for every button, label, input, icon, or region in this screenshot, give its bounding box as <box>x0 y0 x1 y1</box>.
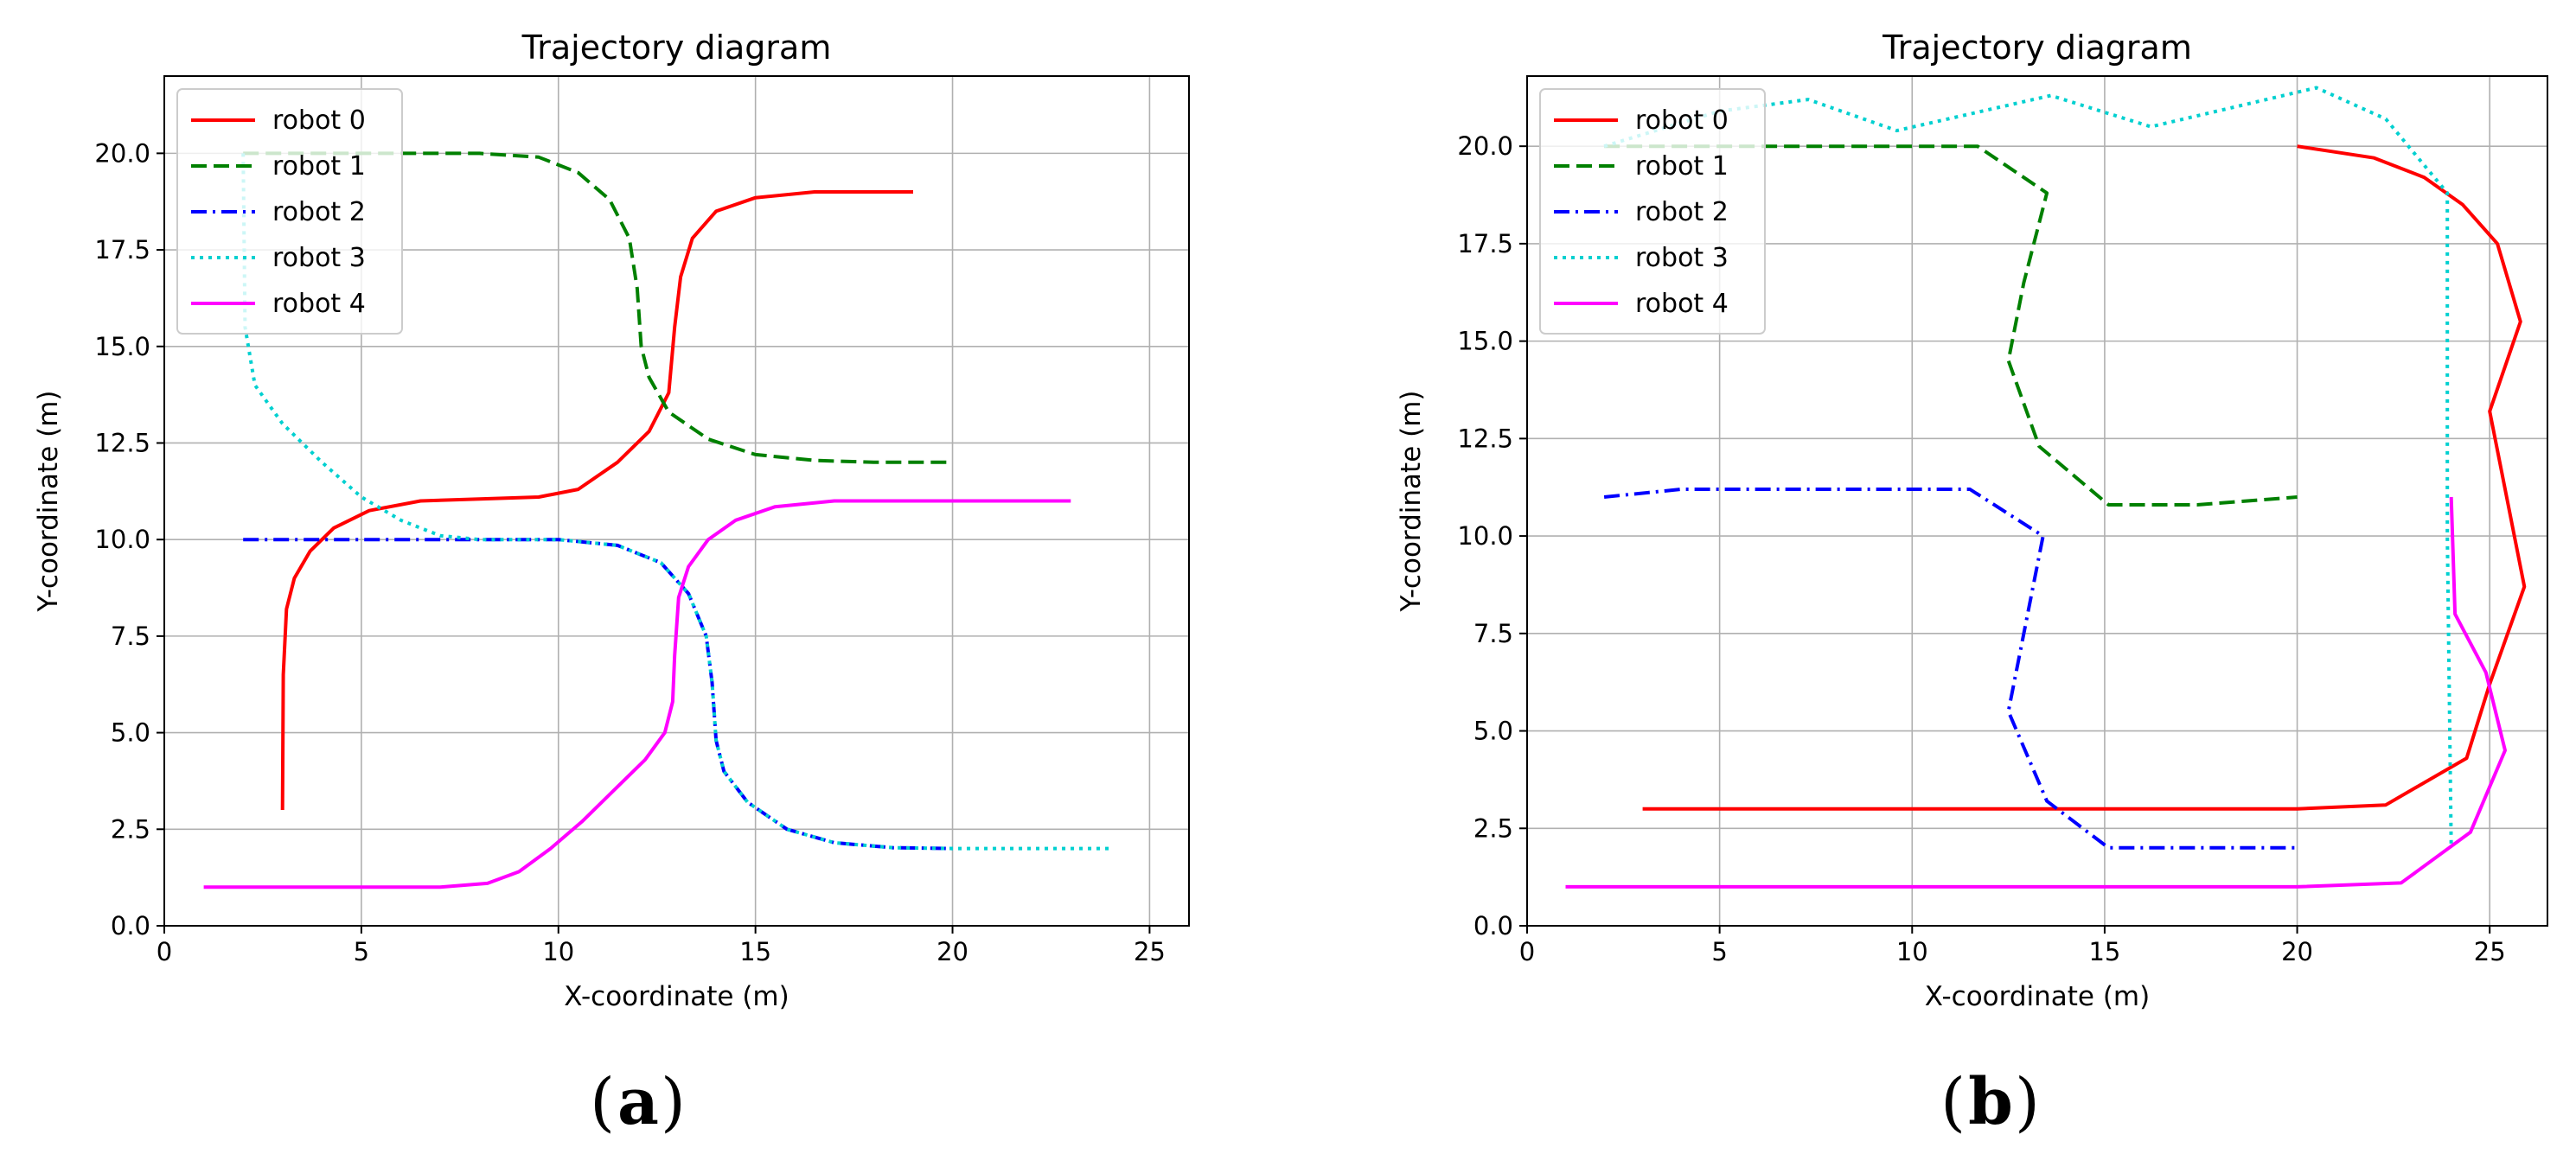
x-tick-label: 20 <box>936 937 968 966</box>
chart-title: Trajectory diagram <box>521 29 832 67</box>
y-tick-label: 10.0 <box>94 525 150 554</box>
y-tick-label: 20.0 <box>94 138 150 168</box>
x-tick-label: 15 <box>739 937 771 966</box>
series-line-robot-1 <box>243 151 953 464</box>
legend-label-robot-4: robot 4 <box>272 289 366 319</box>
legend-label-robot-2: robot 2 <box>272 197 366 227</box>
x-tick-label: 0 <box>157 937 172 966</box>
x-tick-label: 0 <box>1519 937 1535 966</box>
x-tick-label: 10 <box>542 937 574 966</box>
legend-label-robot-4: robot 4 <box>1635 289 1729 319</box>
x-axis-label: X-coordinate (m) <box>1925 981 2150 1012</box>
legend-label-robot-1: robot 1 <box>272 151 366 182</box>
y-tick-label: 12.5 <box>1457 424 1513 453</box>
series-line-robot-2 <box>1603 488 2298 850</box>
x-tick-label: 25 <box>2474 937 2506 966</box>
x-tick-label: 5 <box>1711 937 1727 966</box>
x-tick-label: 10 <box>1896 937 1928 966</box>
series-line-robot-4 <box>203 499 1071 889</box>
y-tick-label: 12.5 <box>94 428 150 457</box>
x-tick-label: 5 <box>354 937 369 966</box>
panel-b-chart: 0 5 10 15 20 25 0.0 2.5 5.0 7.5 10.0 12.5 15.0 17.5 20… <box>1396 29 2548 1012</box>
y-tick-label: 15.0 <box>1457 327 1513 356</box>
y-tick-label: 7.5 <box>111 622 150 651</box>
caption-b-open-paren: ( <box>1940 1065 1966 1139</box>
y-tick-label: 10.0 <box>1457 521 1513 551</box>
y-tick-label: 20.0 <box>1457 131 1513 161</box>
y-tick-label: 0.0 <box>1473 911 1513 940</box>
y-axis-label: Y-coordinate (m) <box>33 390 64 612</box>
axes-frame <box>163 75 1190 927</box>
series-line-robot-1 <box>1604 144 2298 507</box>
x-tick-label: 15 <box>2088 937 2120 966</box>
legend-label-robot-0: robot 0 <box>1635 105 1729 136</box>
axes-frame <box>1526 75 2548 927</box>
legend-label-robot-0: robot 0 <box>272 105 366 136</box>
series-line-robot-3 <box>1603 86 2453 848</box>
series-line-robot-0 <box>1642 144 2527 811</box>
x-tick-label: 20 <box>2281 937 2313 966</box>
y-tick-label: 2.5 <box>1473 813 1513 843</box>
chart-title: Trajectory diagram <box>1882 29 2192 67</box>
x-axis-label: X-coordinate (m) <box>564 981 789 1012</box>
panel-a-chart: 0 5 10 15 20 25 0.0 2.5 5.0 7.5 10.0 12.5 15.0 17.5 20… <box>33 29 1190 1012</box>
caption-a-open-paren: ( <box>590 1065 615 1139</box>
caption-a-close-paren: ) <box>661 1065 686 1139</box>
caption-b-letter: b <box>1968 1065 2013 1139</box>
y-tick-label: 0.0 <box>111 911 150 940</box>
legend-label-robot-3: robot 3 <box>1635 243 1729 273</box>
y-tick-label: 17.5 <box>94 235 150 265</box>
legend-label-robot-2: robot 2 <box>1635 197 1729 227</box>
y-tick-label: 7.5 <box>1473 619 1513 648</box>
legend-label-robot-1: robot 1 <box>1635 151 1729 182</box>
y-tick-label: 2.5 <box>111 814 150 844</box>
series-line-robot-0 <box>280 190 913 811</box>
y-tick-label: 5.0 <box>111 718 150 748</box>
caption-a-letter: a <box>617 1065 659 1139</box>
y-tick-label: 15.0 <box>94 332 150 361</box>
y-axis-label: Y-coordinate (m) <box>1396 390 1427 612</box>
series-line-robot-4 <box>1565 496 2507 889</box>
y-tick-label: 17.5 <box>1457 229 1513 258</box>
x-tick-label: 25 <box>1134 937 1166 966</box>
y-tick-label: 5.0 <box>1473 717 1513 746</box>
legend-label-robot-3: robot 3 <box>272 243 366 273</box>
legend-box <box>1539 88 1766 335</box>
caption-b-close-paren: ) <box>2015 1065 2040 1139</box>
legend-box <box>176 88 403 335</box>
